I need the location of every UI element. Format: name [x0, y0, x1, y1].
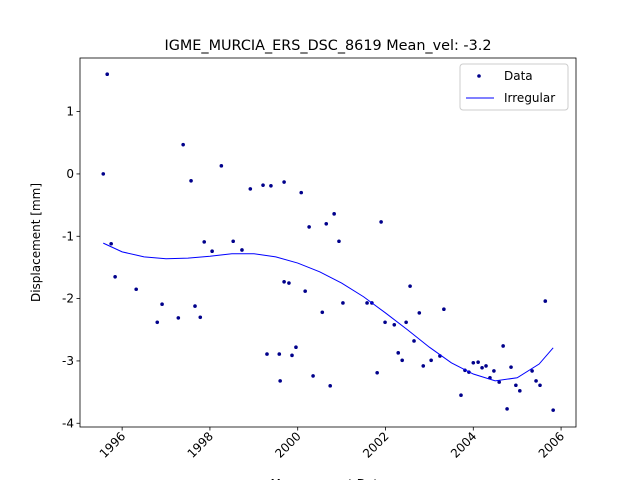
data-point	[219, 164, 224, 168]
data-point	[514, 383, 518, 388]
data-point	[396, 351, 401, 355]
data-point	[429, 358, 433, 363]
data-point	[530, 369, 534, 373]
data-point	[505, 407, 509, 411]
x-tick-label: 1998	[185, 429, 216, 460]
data-point	[534, 379, 538, 383]
data-point	[320, 310, 325, 315]
y-tick-label: 0	[66, 167, 74, 181]
legend-label: Irregular	[504, 91, 555, 105]
y-tick-label: -3	[62, 354, 74, 368]
chart-title: IGME_MURCIA_ERS_DSC_8619 Mean_vel: -3.2	[164, 38, 491, 54]
data-point	[476, 360, 480, 364]
data-point	[109, 241, 113, 246]
data-point	[538, 383, 542, 388]
data-point	[210, 249, 214, 254]
data-point	[265, 352, 269, 356]
data-point	[299, 190, 304, 195]
data-point	[379, 220, 383, 224]
data-point	[328, 384, 332, 388]
x-tick-label: 2004	[448, 429, 479, 460]
data-point	[231, 239, 235, 244]
data-point	[134, 287, 138, 292]
y-tick-label: -2	[62, 292, 74, 306]
data-point	[176, 316, 181, 320]
data-point	[341, 301, 345, 305]
data-point	[412, 339, 416, 343]
data-point	[198, 315, 203, 320]
x-tick-label: 2006	[536, 429, 567, 460]
legend-marker	[477, 74, 481, 78]
y-tick-label: -4	[62, 416, 74, 430]
data-point	[375, 370, 379, 375]
data-point	[311, 374, 315, 378]
data-point	[290, 353, 294, 358]
data-point	[551, 408, 555, 412]
data-point	[497, 380, 501, 384]
data-point	[282, 279, 286, 284]
data-point	[294, 345, 298, 350]
data-point	[421, 364, 426, 368]
data-point	[324, 222, 329, 226]
data-point	[202, 240, 207, 244]
data-point	[484, 364, 488, 368]
data-point	[400, 358, 404, 363]
data-point	[269, 183, 273, 188]
data-point	[282, 180, 286, 184]
x-tick-label: 2000	[272, 429, 303, 460]
data-point	[408, 284, 412, 288]
y-axis-label: Displacement [mm]	[29, 183, 43, 302]
data-point	[509, 365, 513, 369]
data-point	[480, 365, 484, 370]
data-point	[459, 393, 463, 398]
data-point	[337, 239, 341, 244]
data-point	[105, 72, 110, 77]
data-point	[261, 183, 265, 187]
y-tick-label: -1	[62, 229, 74, 243]
data-point	[189, 178, 193, 183]
fit-line	[103, 242, 554, 382]
plot-frame	[79, 57, 577, 428]
data-point	[442, 307, 446, 311]
data-point	[101, 172, 106, 176]
data-point	[392, 322, 397, 327]
data-point	[287, 281, 291, 285]
x-tick-label: 1996	[97, 429, 128, 460]
data-point	[303, 289, 307, 293]
x-axis-label: Measurement Date	[271, 477, 386, 480]
data-point	[417, 311, 422, 315]
data-point	[193, 304, 197, 308]
data-point	[543, 299, 548, 303]
x-tick-label: 2002	[360, 429, 391, 460]
legend-label: Data	[504, 69, 533, 83]
data-point	[278, 379, 282, 383]
data-point	[501, 344, 505, 348]
data-point	[240, 248, 244, 252]
data-point	[248, 187, 253, 191]
data-point	[113, 274, 117, 279]
data-point	[365, 301, 369, 305]
data-point	[404, 320, 408, 325]
data-point	[160, 302, 164, 307]
data-point	[383, 320, 387, 325]
data-point	[307, 225, 311, 229]
data-point	[518, 389, 522, 393]
data-point	[492, 369, 496, 373]
data-point	[155, 320, 160, 325]
data-point	[181, 142, 185, 147]
data-point	[471, 360, 476, 365]
y-tick-label: 1	[66, 105, 74, 119]
data-point	[277, 352, 282, 356]
data-point	[332, 212, 336, 216]
